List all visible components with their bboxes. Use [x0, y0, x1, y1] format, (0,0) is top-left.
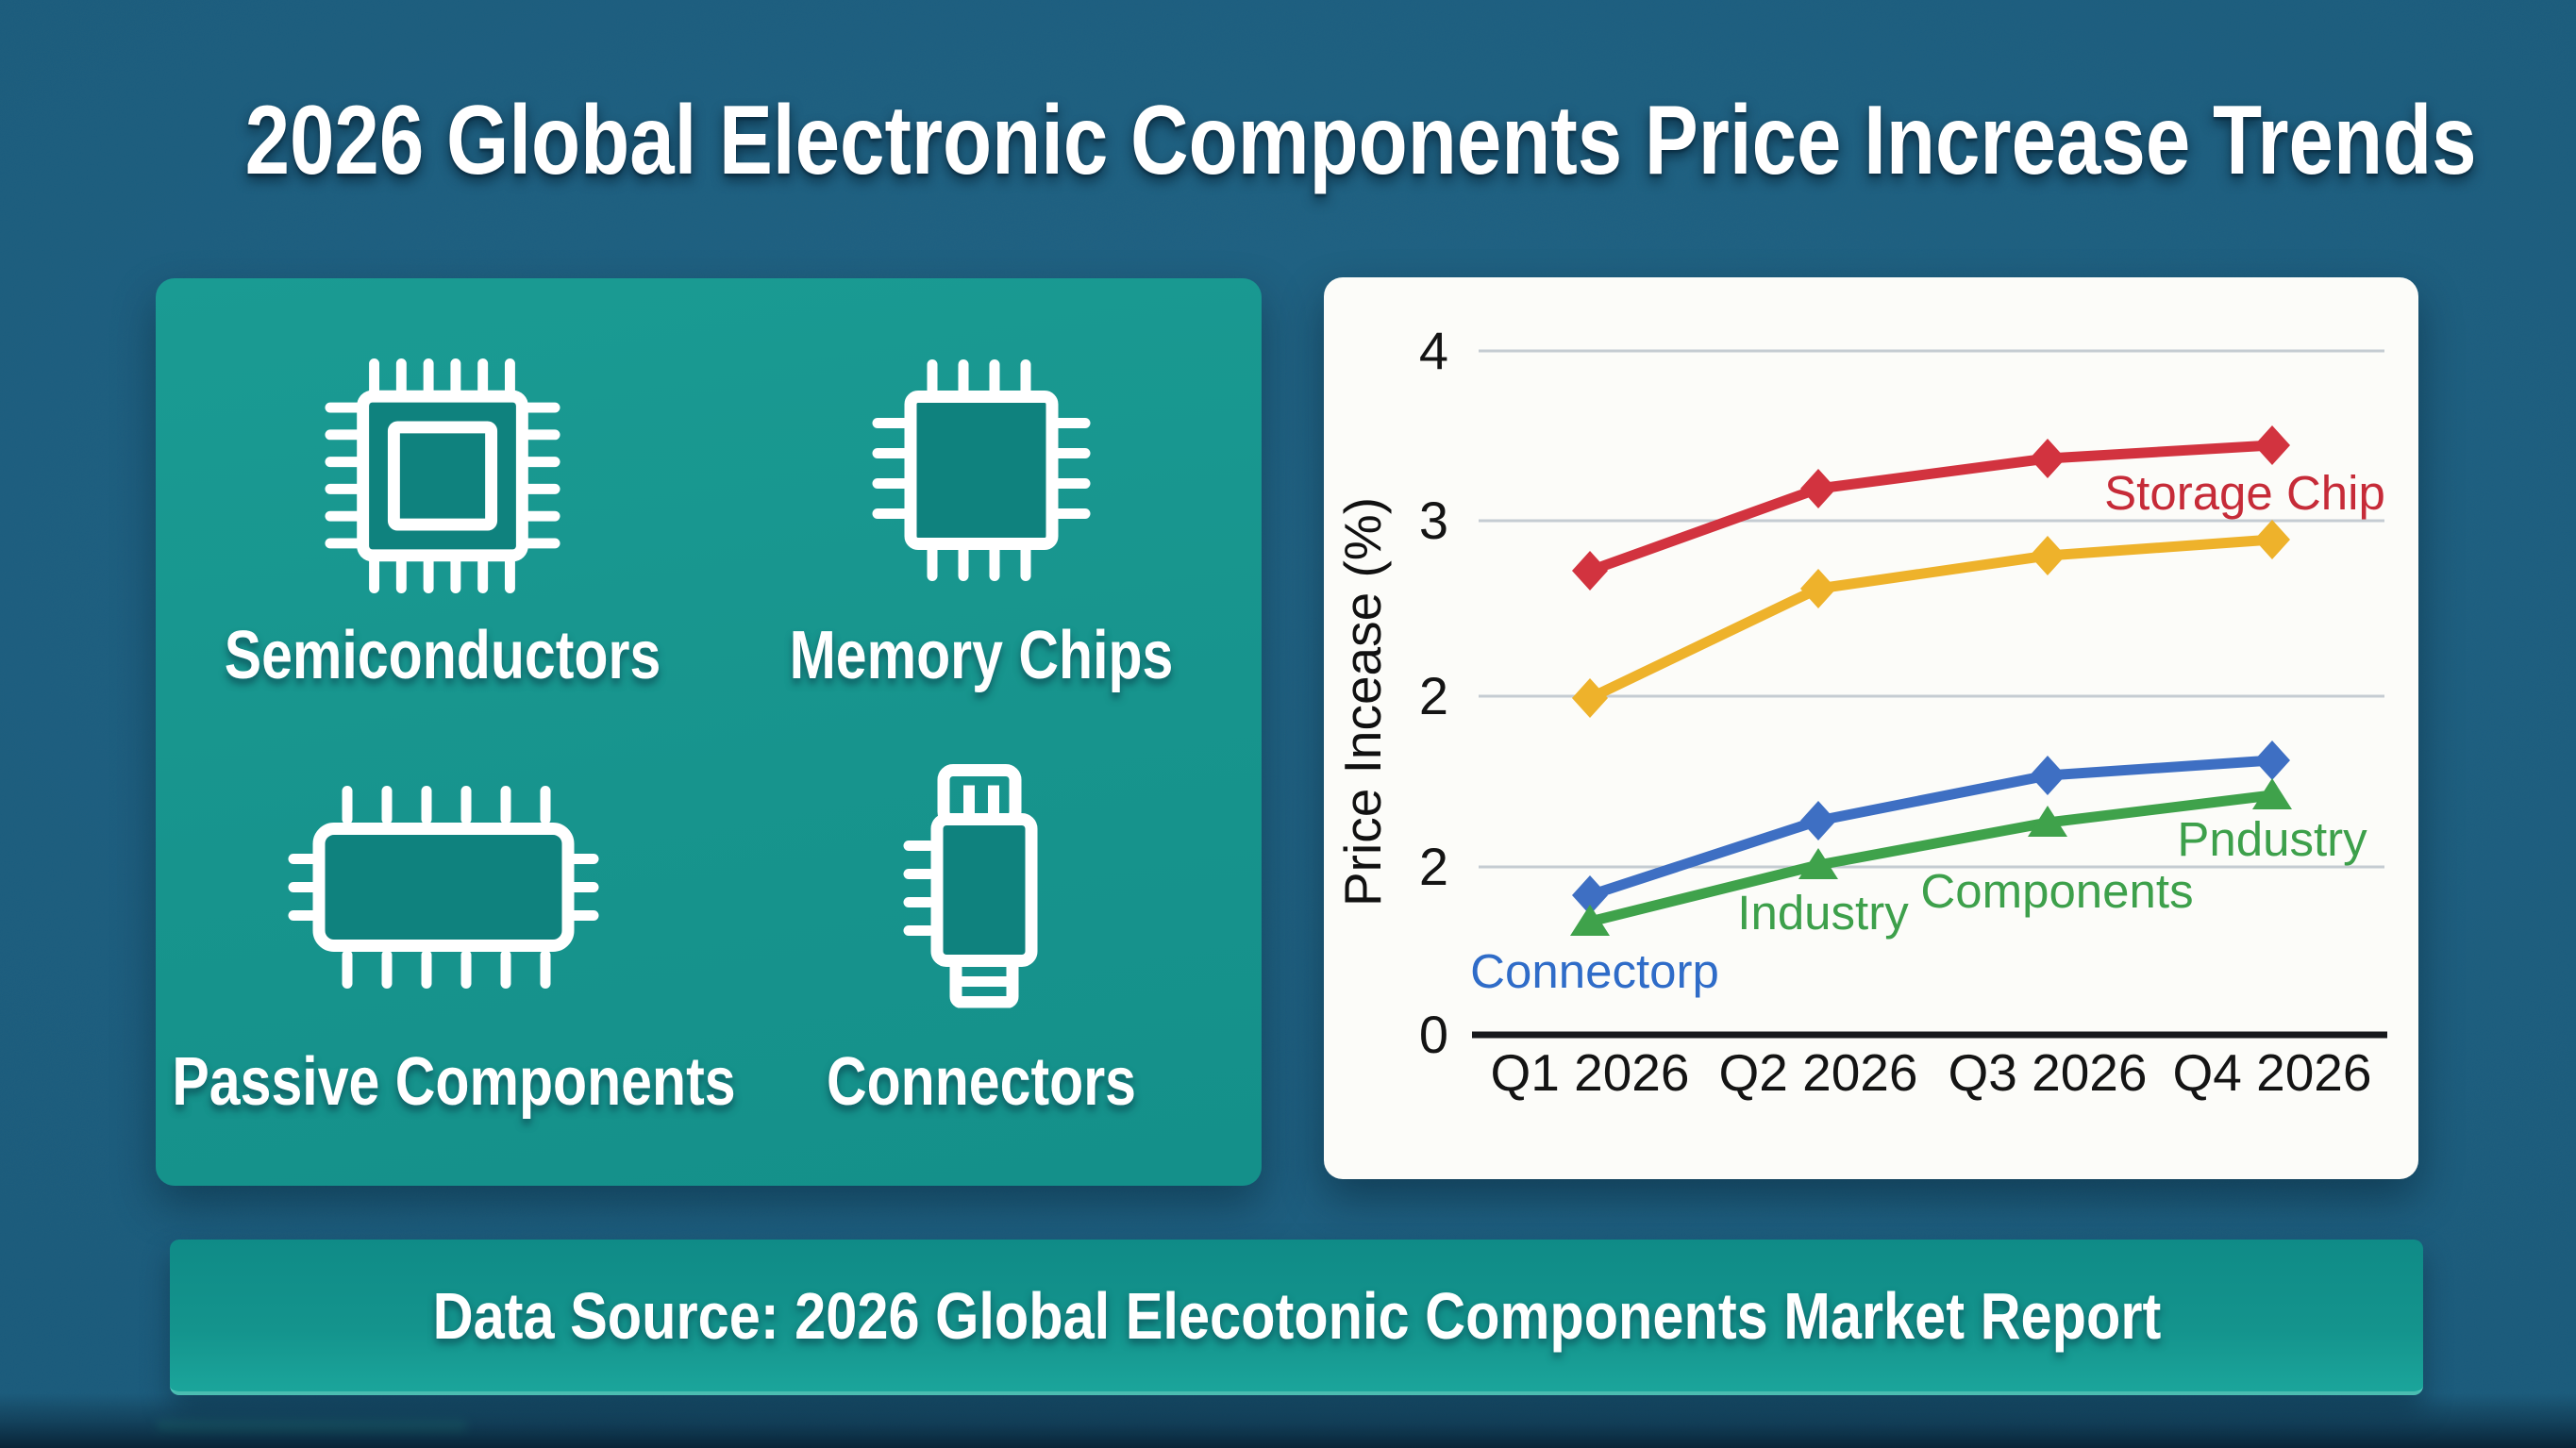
data-point-marker — [2030, 536, 2066, 575]
source-bar: Data Source: 2026 Global Elecotonic Comp… — [170, 1240, 2423, 1395]
series-annotation: Pndustry — [2177, 812, 2367, 866]
data-point-marker — [1572, 678, 1608, 718]
series-annotation: Connectorp — [1470, 944, 1719, 998]
page-title: 2026 Global Electronic Components Price … — [0, 86, 2576, 195]
series-line-memory-chip — [1584, 534, 2278, 704]
x-tick-label: Q4 2026 — [2172, 1043, 2371, 1102]
component-label-connectors: Connectors — [826, 1044, 1137, 1120]
x-tick-label: Q2 2026 — [1718, 1043, 1917, 1102]
cpu-chip-icon — [321, 355, 564, 603]
component-label-passive-components: Passive Components — [172, 1044, 736, 1120]
y-axis-title: Price Incease (%) — [1333, 497, 1392, 907]
y-tick-label: 0 — [1419, 1005, 1448, 1064]
page-title-text: 2026 Global Electronic Components Price … — [244, 86, 2477, 195]
series-annotation: Components — [1920, 864, 2193, 918]
data-point-marker — [2030, 439, 2066, 478]
data-point-marker — [1800, 569, 1836, 608]
series-annotation: Industry — [1737, 886, 1909, 940]
price-trend-line-chart: 4 3 2 2 0 Price Incease (%) Q1 2026 Q2 2026 Q3 2… — [1333, 321, 2387, 1102]
data-point-marker — [2030, 756, 2066, 795]
component-label-memory-chips: Memory Chips — [789, 618, 1174, 693]
data-point-marker — [1800, 801, 1836, 841]
data-point-marker — [2254, 741, 2290, 780]
y-tick-label: 4 — [1419, 321, 1448, 380]
usb-connector-icon — [901, 763, 1043, 1013]
y-tick-label: 3 — [1419, 491, 1448, 550]
x-tick-label: Q1 2026 — [1490, 1043, 1689, 1102]
data-point-marker — [2254, 425, 2290, 465]
data-source-text: Data Source: 2026 Global Elecotonic Comp… — [432, 1278, 2161, 1353]
passive-component-icon — [288, 780, 599, 1002]
memory-chip-icon — [868, 358, 1095, 589]
bottom-shadow-band — [0, 1393, 2576, 1448]
y-tick-label: 2 — [1419, 666, 1448, 725]
chart-panel: 4 3 2 2 0 Price Incease (%) Q1 2026 Q2 2026 Q3 2… — [1324, 277, 2418, 1179]
series-annotation: Storage Chip — [2104, 466, 2385, 520]
data-point-marker — [2254, 520, 2290, 559]
components-panel: Semiconductors Memory Chips Passive Comp… — [156, 278, 1262, 1186]
x-tick-label: Q3 2026 — [1948, 1043, 2147, 1102]
data-point-marker — [1572, 551, 1608, 591]
y-tick-label: 2 — [1419, 837, 1448, 896]
component-label-semiconductors: Semiconductors — [224, 618, 661, 693]
data-point-marker — [1800, 469, 1836, 508]
